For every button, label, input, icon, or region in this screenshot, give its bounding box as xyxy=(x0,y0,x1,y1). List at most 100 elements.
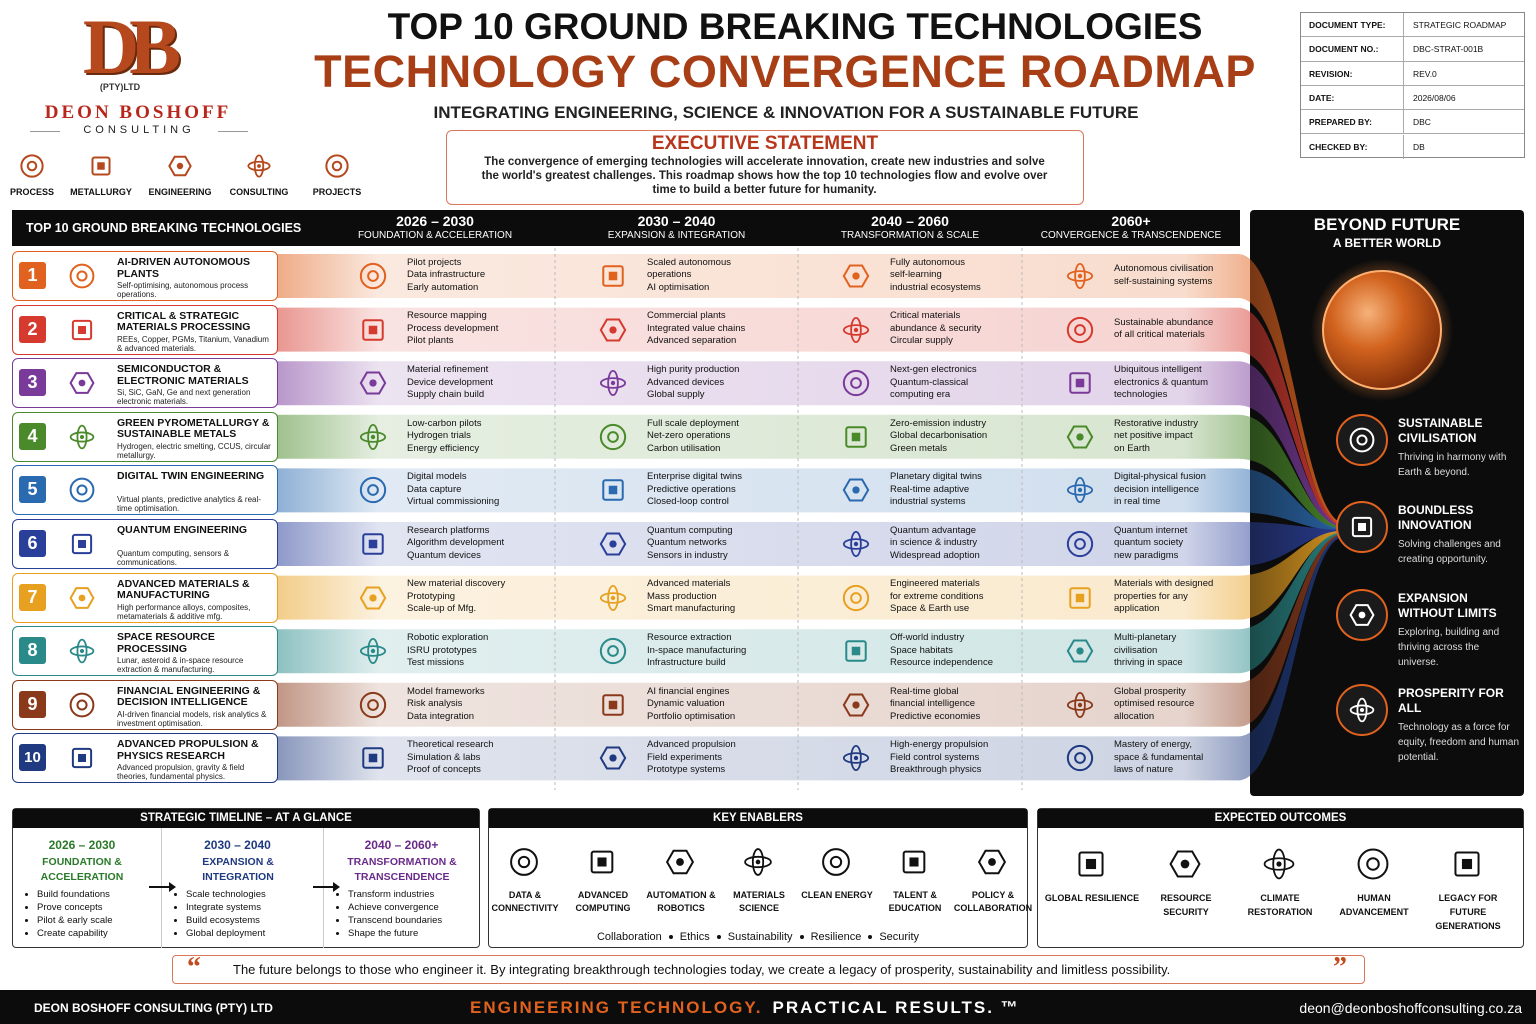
milestone-line: New material discovery xyxy=(407,578,506,590)
flow-band xyxy=(272,533,1345,727)
icon-orbit xyxy=(367,638,379,665)
icon-orbit xyxy=(1074,262,1086,290)
milestone-line: Enterprise digital twins xyxy=(647,471,743,483)
milestone-line: Global supply xyxy=(647,389,705,400)
technology-description: Si, SiC, GaN, Ge and next generation ele… xyxy=(117,388,251,407)
icon xyxy=(91,156,111,176)
milestone-line: self-sustaining systems xyxy=(1114,275,1213,287)
icon-orbit xyxy=(1066,484,1094,497)
milestone-line: Digital models xyxy=(407,471,467,483)
technology-card: 5 DIGITAL TWIN ENGINEERING Virtual plants,… xyxy=(12,465,278,516)
icon xyxy=(71,533,93,555)
beyond-item-title: EXPANSION WITHOUT LIMITS xyxy=(1398,591,1497,620)
icon-core xyxy=(609,325,617,334)
document-info-row: DOCUMENT TYPE: STRATEGIC ROADMAP xyxy=(1301,13,1524,38)
milestone-line: for extreme conditions xyxy=(890,590,984,602)
phase-period: 2030 – 2040 xyxy=(637,213,716,229)
icon xyxy=(20,154,44,178)
icon-core xyxy=(852,701,860,709)
icon-orbit xyxy=(850,745,862,772)
beyond-item-text: Technology as a force for equity, freedo… xyxy=(1398,722,1520,763)
logo-legal: (PTY)LTD xyxy=(99,82,141,92)
icon-chip xyxy=(1069,372,1091,394)
milestone-line: new paradigms xyxy=(1114,549,1179,561)
milestone: Quantum internet quantum society new parad… xyxy=(1114,525,1236,563)
icon-core xyxy=(1358,611,1366,619)
milestone-line: Planetary digital twins xyxy=(890,471,982,483)
icon xyxy=(842,370,870,397)
icon-ring xyxy=(359,477,387,504)
milestone-line: quantum society xyxy=(1114,537,1184,549)
technology-description: Quantum computing, sensors & communicati… xyxy=(117,549,230,567)
beyond-item-text: Solving challenges and creating opportun… xyxy=(1398,539,1501,565)
technology-number: 3 xyxy=(19,369,46,397)
enabler-value: Ethics xyxy=(679,931,710,943)
icon-orbit xyxy=(1066,270,1094,282)
milestone-line: Mastery of energy, xyxy=(1114,739,1192,751)
timeline-phase: 2026 – 2030 FOUNDATION & ACCELERATION Buil… xyxy=(13,828,151,948)
milestone-line: technologies xyxy=(1114,389,1168,400)
technology-card: 8 SPACE RESOURCE PROCESSING Lunar, asteroi… xyxy=(12,626,278,677)
icon xyxy=(1066,691,1094,718)
milestone-line: electronics & quantum xyxy=(1114,376,1208,388)
icon xyxy=(842,530,870,558)
milestone: Quantum computing Quantum networks Sensors… xyxy=(647,525,794,563)
icon-ring xyxy=(599,423,627,450)
technology-number: 9 xyxy=(19,690,46,718)
milestone-line: Circular supply xyxy=(890,335,953,347)
icon-ring xyxy=(842,584,870,611)
milestone-line: Advanced materials xyxy=(647,578,731,590)
icon xyxy=(362,318,384,341)
icon xyxy=(602,479,624,502)
icon-chip xyxy=(362,747,384,770)
icon-core xyxy=(1074,323,1086,336)
milestone-line: Supply chain build xyxy=(407,389,485,400)
document-info-divider xyxy=(1403,85,1404,110)
milestone: Advanced materials Mass production Smart m… xyxy=(647,578,794,616)
icon xyxy=(842,693,870,717)
icon-chip xyxy=(1078,851,1104,877)
outcome-label: CLIMATE RESTORATION xyxy=(1247,893,1313,917)
icon-core xyxy=(609,754,617,763)
document-info-divider xyxy=(1403,110,1404,134)
technology-description: Hydrogen, electric smelting, CCUS, circu… xyxy=(117,441,271,460)
technology-number: 5 xyxy=(19,476,46,504)
icon xyxy=(1349,604,1375,626)
document-info-value: STRATEGIC ROADMAP xyxy=(1413,20,1507,30)
icon-orbit xyxy=(744,855,772,869)
milestone-line: Material refinement xyxy=(407,364,489,375)
milestone-line: Quantum devices xyxy=(407,549,481,561)
icon xyxy=(1066,262,1094,290)
timeline-phase: 2040 – 2060+ TRANSFORMATION & TRANSCENDEN… xyxy=(323,828,479,948)
milestone-line: civilisation xyxy=(1114,644,1158,656)
milestone-line: Theoretical research xyxy=(407,739,494,751)
icon xyxy=(359,423,387,450)
icon xyxy=(1066,530,1094,558)
icon-core xyxy=(853,327,859,332)
enabler-label: ADVANCED COMPUTING xyxy=(575,890,631,913)
beyond-subtitle: A BETTER WORLD xyxy=(1332,236,1442,250)
icon-core xyxy=(850,591,862,604)
icon xyxy=(1078,851,1104,877)
milestone-line: Risk analysis xyxy=(407,698,463,710)
icon-core xyxy=(609,540,617,548)
icon xyxy=(1069,372,1091,394)
milestone-line: self-learning xyxy=(890,269,942,281)
milestone-line: optimised resource xyxy=(1114,698,1195,710)
technology-card: 4 GREEN PYROMETALLURGY & SUSTAINABLE META… xyxy=(12,411,278,462)
milestone-line: Zero-emission industry xyxy=(890,417,987,429)
milestone-line: Fully autonomous xyxy=(890,256,965,268)
timeline-title: STRATEGIC TIMELINE – AT A GLANCE xyxy=(13,809,479,828)
timeline-bullet: Prove concepts xyxy=(37,901,113,914)
icon-core xyxy=(370,648,376,654)
milestone: Pilot projects Data infrastructure Early a… xyxy=(407,257,551,295)
icon-core xyxy=(367,270,379,282)
technology-number: 1 xyxy=(19,262,46,289)
document-info-value: DBC-STRAT-001B xyxy=(1413,44,1484,55)
technology-number: 7 xyxy=(19,583,46,611)
icon-orbit xyxy=(367,423,379,450)
icon-core xyxy=(368,754,378,763)
milestone-line: Scale-up of Mfg. xyxy=(407,603,477,615)
icon xyxy=(599,318,627,342)
milestone-line: Low-carbon pilots xyxy=(407,417,482,429)
